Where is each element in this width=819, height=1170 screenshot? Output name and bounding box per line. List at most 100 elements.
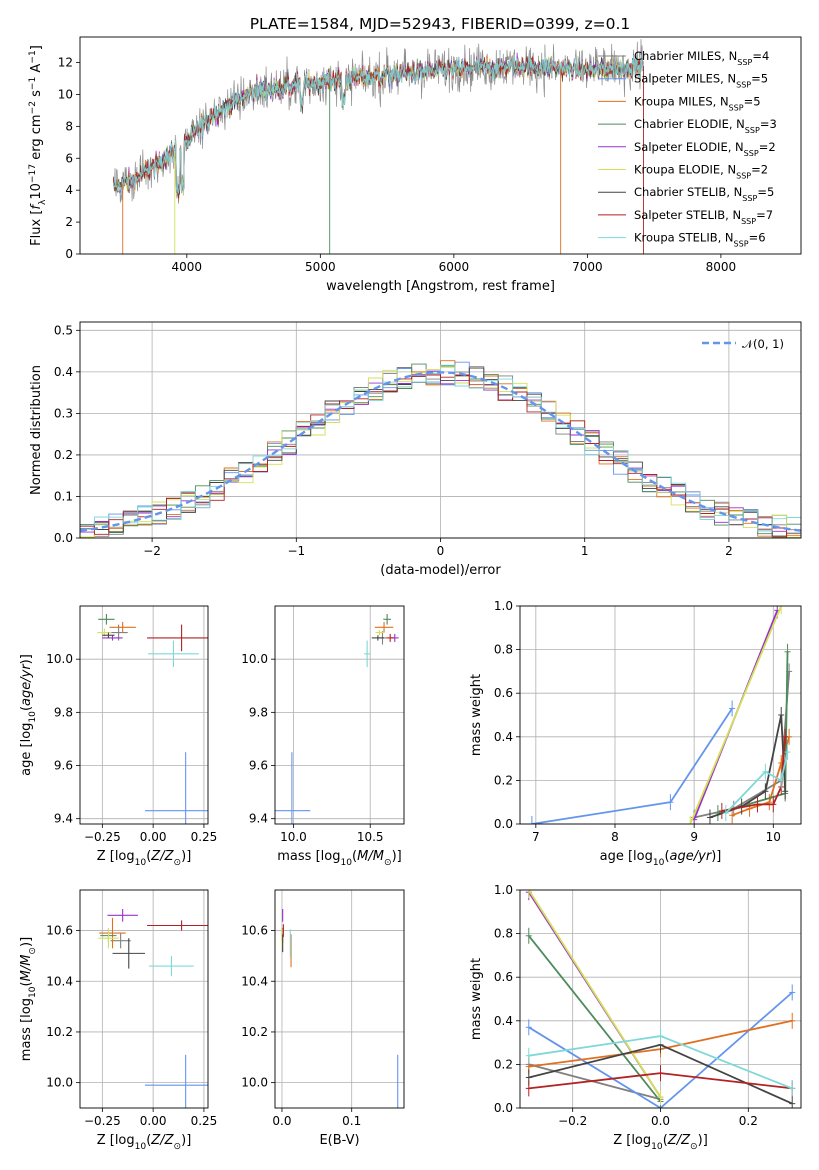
x-tick-label: 0.25 [191, 830, 218, 844]
y-tick-label: 0.3 [54, 406, 73, 420]
y-tick-label: 2 [65, 215, 73, 229]
y-tick-label: 0.4 [494, 730, 513, 744]
y-tick-label: 0.6 [494, 686, 513, 700]
x-tick-label: 0.0 [651, 1114, 670, 1128]
x-tick-label: 0.00 [140, 1114, 167, 1128]
plot-area-mass-age [275, 613, 399, 824]
legend-label: Salpeter STELIB, NSSP=7 [634, 208, 773, 226]
x-tick-label: 6000 [439, 260, 470, 274]
y-tick-label: 0.1 [54, 489, 73, 503]
y-tick-label: 9.4 [249, 812, 268, 826]
y-tick-label: 1.0 [494, 883, 513, 897]
y-axis-label: mass weight [469, 958, 484, 1040]
y-tick-label: 0.2 [54, 448, 73, 462]
legend-label: Chabrier MILES, NSSP=4 [634, 49, 769, 67]
weight-line [531, 708, 733, 824]
x-axis-label: (data-model)/error [380, 563, 501, 578]
plot-area-Z-weight [525, 890, 796, 1108]
weight-line [528, 1063, 661, 1101]
x-tick-label: 0.2 [739, 1114, 758, 1128]
plots-layer: 4000 5000 6000 7000 8000024681012wavelength … [19, 36, 802, 1152]
x-tick-label: 4000 [172, 260, 203, 274]
axes-frame [79, 321, 802, 539]
plot-area-residuals [80, 360, 801, 538]
x-tick-label: 7000 [572, 260, 603, 274]
x-tick-label: 0 [437, 544, 445, 558]
x-tick-label: 5000 [305, 260, 336, 274]
histogram-step [80, 364, 801, 532]
y-tick-label: 8 [65, 119, 73, 133]
x-axis-label: Z [log10(Z/Z⊙)] [613, 1133, 708, 1152]
y-tick-label: 0.0 [494, 817, 513, 831]
x-axis-label: Z [log10(Z/Z⊙)] [97, 1133, 192, 1152]
x-tick-label: 10.0 [280, 830, 307, 844]
plot-area-EBV-mass [281, 909, 399, 1108]
y-tick-label: 0.4 [54, 365, 73, 379]
axes-Z-weight: −0.2 0.0 0.2 0.0 0.2 0.4 0.6 0.8 1.0 Z [log10(Z/Z… [469, 883, 802, 1152]
spectrum-line [113, 54, 644, 196]
axes-Z-mass: −0.25 0.00 0.25 10.0 10.2 10.4 10.6 Z [log10(Z/… [19, 889, 217, 1152]
y-tick-label: 10.4 [46, 974, 73, 988]
y-tick-label: 10.0 [241, 652, 268, 666]
x-axis-label: mass [log10(M/M⊙)] [277, 849, 401, 868]
plot-area-Z-mass [98, 909, 208, 1108]
x-tick-label: 1 [581, 544, 589, 558]
normal-reference-curve [80, 371, 801, 532]
plot-area-spectrum [113, 39, 644, 254]
axes-residuals: −2 −1 0 1 2 0.0 0.1 0.2 0.3 0.4 0.5 (data-model)/er… [29, 321, 802, 578]
y-tick-label: 9.8 [54, 705, 73, 719]
x-tick-label: −0.25 [84, 830, 121, 844]
weight-line [528, 935, 662, 1103]
axes-Z-age: −0.25 0.00 0.25 9.4 9.6 9.8 10.0 Z [log10(Z/Z⊙)… [19, 605, 218, 868]
x-axis-label: E(B-V) [319, 1133, 359, 1148]
axes-frame [519, 605, 802, 825]
weight-line [693, 671, 790, 819]
y-tick-label: 12 [58, 56, 73, 70]
legend-label: Chabrier STELIB, NSSP=5 [634, 185, 774, 203]
y-axis-label: mass [log10(M/M⊙)] [19, 937, 38, 1061]
x-tick-label: 0.00 [140, 830, 167, 844]
weight-line [725, 751, 789, 814]
y-tick-label: 0.2 [494, 1057, 513, 1071]
y-tick-label: 0.0 [494, 1101, 513, 1115]
axes-EBV-mass: 0.0 0.1 10.0 10.2 10.4 10.6 E(B-V) [241, 889, 405, 1148]
x-axis-label: age [log10(age/yr)] [600, 849, 722, 868]
legend-label: Kroupa ELODIE, NSSP=2 [634, 163, 768, 181]
y-tick-label: 9.8 [249, 705, 268, 719]
x-tick-label: 0.0 [272, 1114, 291, 1128]
y-tick-label: 9.6 [249, 759, 268, 773]
legend-label: Salpeter MILES, NSSP=5 [634, 72, 768, 90]
y-axis-label: age [log10(age/yr)] [19, 654, 38, 776]
histogram-step [80, 374, 801, 538]
axes-mass-age: 10.0 10.5 9.4 9.6 9.8 10.0 mass [log10(M/M⊙)] [241, 605, 405, 868]
y-tick-label: 10.6 [46, 924, 73, 938]
x-tick-label: 2 [725, 544, 733, 558]
legend-label: Kroupa MILES, NSSP=5 [634, 94, 761, 112]
legend-label: 𝒩(0, 1) [742, 337, 784, 351]
y-tick-label: 10.4 [241, 974, 268, 988]
y-tick-label: 10.0 [241, 1076, 268, 1090]
y-tick-label: 0.5 [54, 323, 73, 337]
y-tick-label: 10.0 [46, 1076, 73, 1090]
y-axis-label: mass weight [469, 674, 484, 756]
x-axis-label: Z [log10(Z/Z⊙)] [97, 849, 192, 868]
axes-frame [519, 889, 802, 1109]
y-tick-label: 0.6 [494, 970, 513, 984]
axes-frame [274, 605, 405, 825]
axes-frame [274, 889, 405, 1109]
y-tick-label: 10.0 [46, 652, 73, 666]
plot-area-Z-age [97, 613, 208, 824]
x-tick-label: 7 [532, 830, 540, 844]
x-tick-label: −0.2 [558, 1114, 587, 1128]
x-axis-label: wavelength [Angstrom, rest frame] [326, 279, 555, 294]
y-tick-label: 0.4 [494, 1014, 513, 1028]
axes-frame [79, 36, 802, 255]
weight-line [528, 890, 662, 1098]
y-tick-label: 4 [65, 183, 73, 197]
y-tick-label: 10.2 [46, 1025, 73, 1039]
x-tick-label: −0.25 [84, 1114, 121, 1128]
axes-spectrum: 4000 5000 6000 7000 8000 0 2 4 6 8 10 12 wavelength … [28, 36, 802, 294]
x-tick-label: 10.5 [357, 830, 384, 844]
x-tick-label: 8 [611, 830, 619, 844]
